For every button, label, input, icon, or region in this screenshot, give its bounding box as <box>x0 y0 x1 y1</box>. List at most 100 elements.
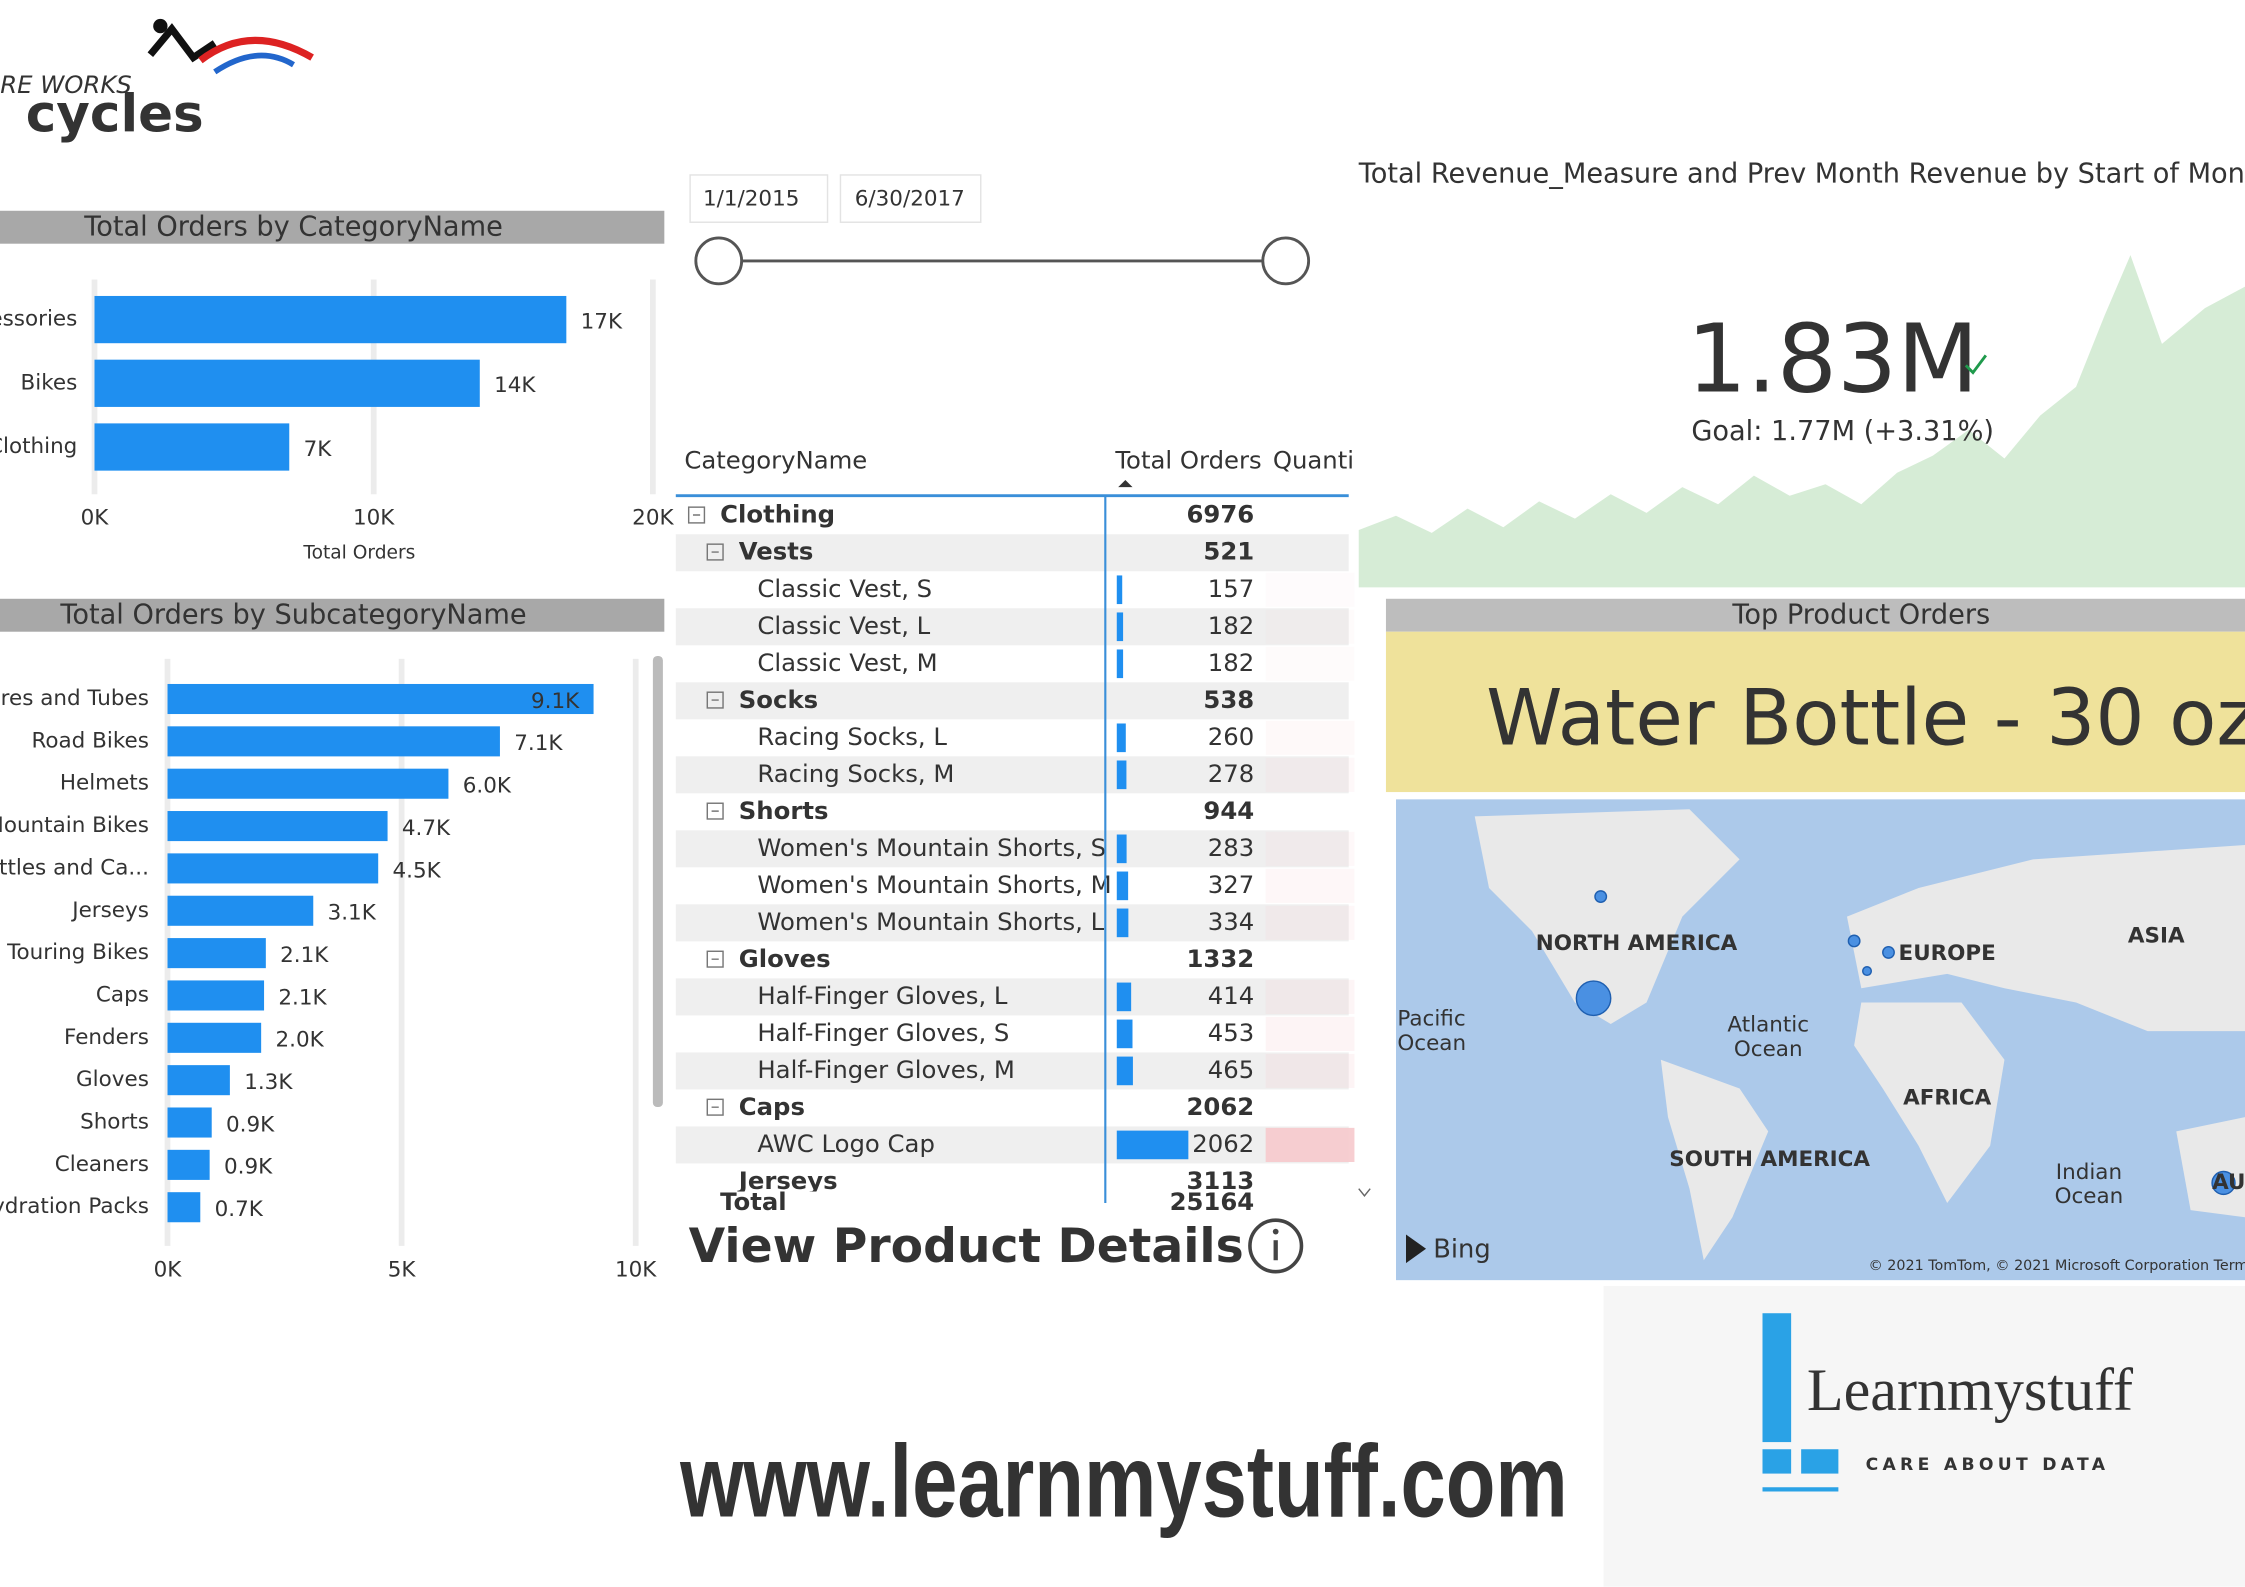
start-date: 1/1/2015 <box>703 186 799 211</box>
row-band <box>675 978 1349 1016</box>
quantity-cell <box>1265 609 1355 644</box>
row-value: 182 <box>1208 611 1254 640</box>
data-label: 6.0K <box>463 774 512 799</box>
row-value: 538 <box>1203 685 1254 714</box>
scrollbar <box>652 656 663 1108</box>
data-bar <box>1116 1019 1133 1049</box>
row-label: Women's Mountain Shorts, L <box>757 907 1104 936</box>
view-details-button[interactable]: View Product Details <box>689 1218 1304 1274</box>
category-label: Fenders <box>64 1025 149 1050</box>
data-label: 2.0K <box>275 1028 324 1053</box>
category-label: Bikes <box>21 370 78 395</box>
row-value: 327 <box>1208 870 1254 899</box>
column-header[interactable]: Quanti <box>1273 445 1354 474</box>
button-label[interactable]: View Product Details <box>689 1219 1244 1274</box>
row-value: 182 <box>1208 648 1254 677</box>
continent-label: EUROPE <box>1899 941 1996 966</box>
bar <box>167 768 449 799</box>
x-axis-label: Total Orders <box>302 542 415 563</box>
bar <box>167 938 266 969</box>
map-bubble[interactable] <box>1882 945 1895 959</box>
slider-handle[interactable] <box>694 236 744 286</box>
map-bubble[interactable] <box>1594 890 1608 904</box>
revenue-area <box>1358 255 2245 588</box>
bar <box>94 423 290 471</box>
total-row <box>675 1191 1349 1212</box>
data-bar <box>1116 1056 1133 1086</box>
category-label: Shorts <box>80 1110 149 1135</box>
data-label: 7.1K <box>514 731 563 756</box>
category-label: Road Bikes <box>31 728 148 753</box>
expand-toggle[interactable] <box>706 691 724 709</box>
data-label: 1.3K <box>244 1070 293 1095</box>
row-label: Women's Mountain Shorts, S <box>757 833 1106 862</box>
quantity-cell <box>1265 572 1355 607</box>
expand-toggle[interactable] <box>706 802 724 820</box>
kpi-value: 1.83M <box>1687 304 1979 414</box>
row-value: 944 <box>1203 796 1254 825</box>
bar <box>167 1107 212 1138</box>
quantity-cell <box>1265 1053 1355 1088</box>
matrix-table: CategoryName Total Orders Quanti Clothin… <box>675 445 1371 1216</box>
data-bar <box>1116 649 1124 679</box>
map-bubble[interactable] <box>1575 980 1612 1017</box>
category-label: Helmets <box>60 771 149 796</box>
x-tick-label: 20K <box>632 506 674 531</box>
data-label: 0.9K <box>226 1112 275 1137</box>
ocean-label: Atlantic <box>1727 1012 1809 1037</box>
expand-toggle[interactable] <box>687 506 706 524</box>
data-label: 7K <box>304 437 333 462</box>
slider-handle[interactable] <box>1261 236 1311 286</box>
x-tick-label: 5K <box>388 1257 417 1282</box>
data-bar <box>1116 982 1132 1012</box>
row-value: 414 <box>1208 981 1254 1010</box>
row-label: Racing Socks, M <box>757 759 954 788</box>
tagline: CARE ABOUT DATA <box>1866 1455 2110 1475</box>
quantity-cell <box>1265 868 1355 903</box>
row-label: Classic Vest, S <box>757 574 932 603</box>
bar <box>167 1065 230 1096</box>
end-date: 6/30/2017 <box>855 186 965 211</box>
map-bubble[interactable] <box>2211 1170 2236 1196</box>
bar <box>167 1192 201 1223</box>
data-bar <box>1116 834 1127 864</box>
map-bubble[interactable] <box>1862 966 1873 977</box>
row-label: Half-Finger Gloves, S <box>757 1018 1009 1047</box>
category-label: Mountain Bikes <box>0 813 149 838</box>
row-value: 260 <box>1208 722 1254 751</box>
quantity-cell <box>1265 1127 1355 1162</box>
data-bar <box>1116 908 1129 938</box>
row-value: 278 <box>1208 759 1254 788</box>
continent-label: AFRICA <box>1903 1085 1992 1110</box>
expand-toggle[interactable] <box>706 1098 724 1116</box>
x-tick-label: 10K <box>353 506 395 531</box>
continent-label: AUSTRALIA <box>2212 1170 2245 1195</box>
data-label: 9.1K <box>531 689 580 714</box>
category-label: Touring Bikes <box>6 940 149 965</box>
row-value: 521 <box>1203 537 1254 566</box>
data-bar <box>1116 612 1124 642</box>
category-label: Caps <box>96 982 149 1007</box>
data-label: 2.1K <box>278 985 327 1010</box>
column-header[interactable]: CategoryName <box>684 445 867 474</box>
data-label: 4.7K <box>402 816 451 841</box>
x-tick-label: 0K <box>154 1257 183 1282</box>
row-value: 2062 <box>1192 1129 1254 1158</box>
column-header[interactable]: Total Orders <box>1114 445 1261 474</box>
row-label: Women's Mountain Shorts, M <box>757 870 1111 899</box>
footer-url[interactable]: www.learnmystuff.com <box>679 1424 1567 1539</box>
start-box[interactable] <box>689 174 829 223</box>
end-box[interactable] <box>839 174 982 223</box>
row-band <box>675 534 1349 572</box>
logo-line1: ADVENTURE WORKS <box>0 70 132 99</box>
total-value: 25164 <box>1170 1187 1255 1216</box>
expand-toggle[interactable] <box>706 950 724 968</box>
row-label: Vests <box>739 537 814 566</box>
data-label: 0.9K <box>224 1155 273 1180</box>
expand-toggle[interactable] <box>706 543 724 561</box>
bar <box>167 683 594 715</box>
map-bubble[interactable] <box>1847 934 1861 948</box>
map: NORTH AMERICA EUROPE ASIA AFRICA SOUTH AMERI… <box>1395 799 2245 1281</box>
chart-title: Total Orders by CategoryName <box>83 211 503 242</box>
row-band <box>675 682 1349 720</box>
